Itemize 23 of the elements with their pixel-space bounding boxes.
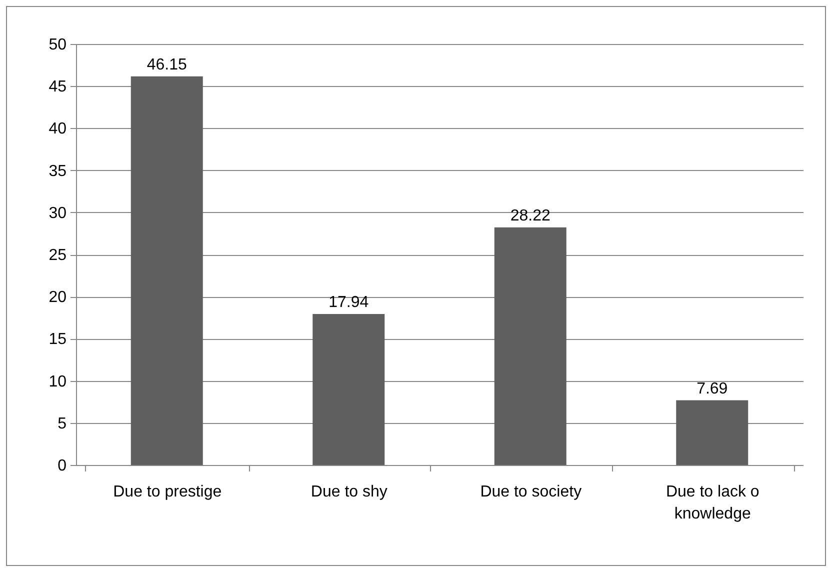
- y-tick-label: 10: [48, 373, 67, 390]
- x-tick-label: Due to lack o knowledge: [666, 484, 760, 522]
- y-tick-label: 35: [48, 162, 67, 180]
- y-tick-label: 0: [58, 458, 67, 474]
- bar: [130, 76, 203, 465]
- bar: [494, 227, 566, 465]
- x-tick-label: Due to society: [480, 484, 582, 500]
- y-tick-label: 50: [48, 36, 67, 54]
- y-tick-label: 25: [48, 247, 67, 264]
- y-tick-label: 15: [48, 331, 67, 348]
- y-tick-label: 45: [48, 78, 67, 96]
- y-tick-label: 30: [48, 204, 67, 222]
- x-tick-label: Due to shy: [310, 484, 388, 500]
- y-tick-label: 40: [48, 120, 67, 138]
- data-label: 7.69: [696, 380, 728, 398]
- x-tick-label: Due to prestige: [113, 484, 222, 500]
- data-label: 46.15: [146, 56, 187, 74]
- bar: [676, 400, 748, 465]
- y-tick-label: 5: [58, 415, 67, 432]
- y-tick-label: 20: [48, 289, 67, 306]
- data-label: 17.94: [328, 294, 369, 311]
- data-label: 28.22: [510, 207, 550, 224]
- bar: [312, 314, 385, 465]
